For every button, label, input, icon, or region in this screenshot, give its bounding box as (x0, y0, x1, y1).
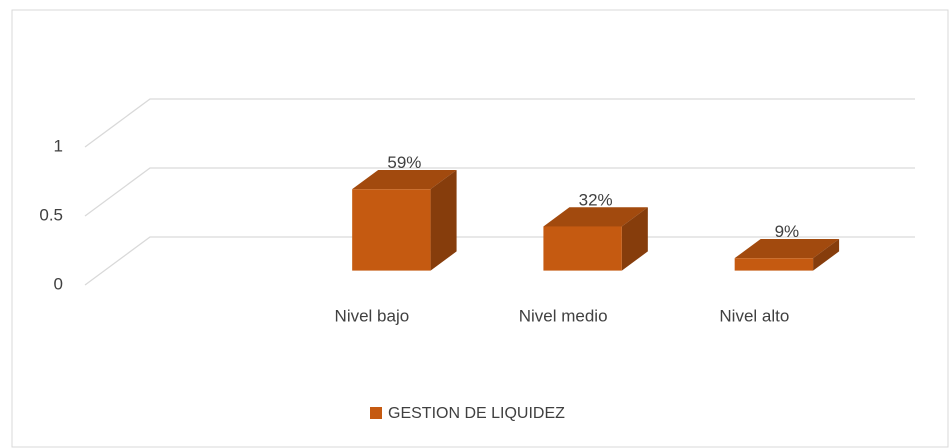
y-tick-label: 0.5 (39, 205, 63, 224)
bar-side (430, 169, 457, 271)
bar-top (543, 207, 648, 227)
chart-border (11, 9, 949, 448)
y-tick-label: 0 (54, 274, 63, 293)
data-label: 32% (579, 190, 613, 209)
x-tick-label: Nivel bajo (335, 306, 410, 325)
grid-line (84, 236, 915, 286)
bar (352, 189, 431, 271)
grid-line (84, 98, 915, 148)
bar-side (813, 238, 840, 271)
x-tick-label: Nivel alto (719, 306, 789, 325)
legend-swatch (370, 407, 382, 419)
grid-line (84, 167, 915, 217)
data-label: 9% (775, 222, 800, 241)
x-tick-label: Nivel medio (519, 306, 608, 325)
legend-label: GESTION DE LIQUIDEZ (388, 405, 565, 422)
bar-top (352, 169, 457, 190)
y-tick-label: 1 (54, 136, 63, 155)
bar-top (734, 238, 840, 259)
bar (543, 226, 622, 271)
bar (734, 258, 814, 271)
bar-side (621, 207, 648, 271)
data-label: 59% (387, 153, 421, 172)
